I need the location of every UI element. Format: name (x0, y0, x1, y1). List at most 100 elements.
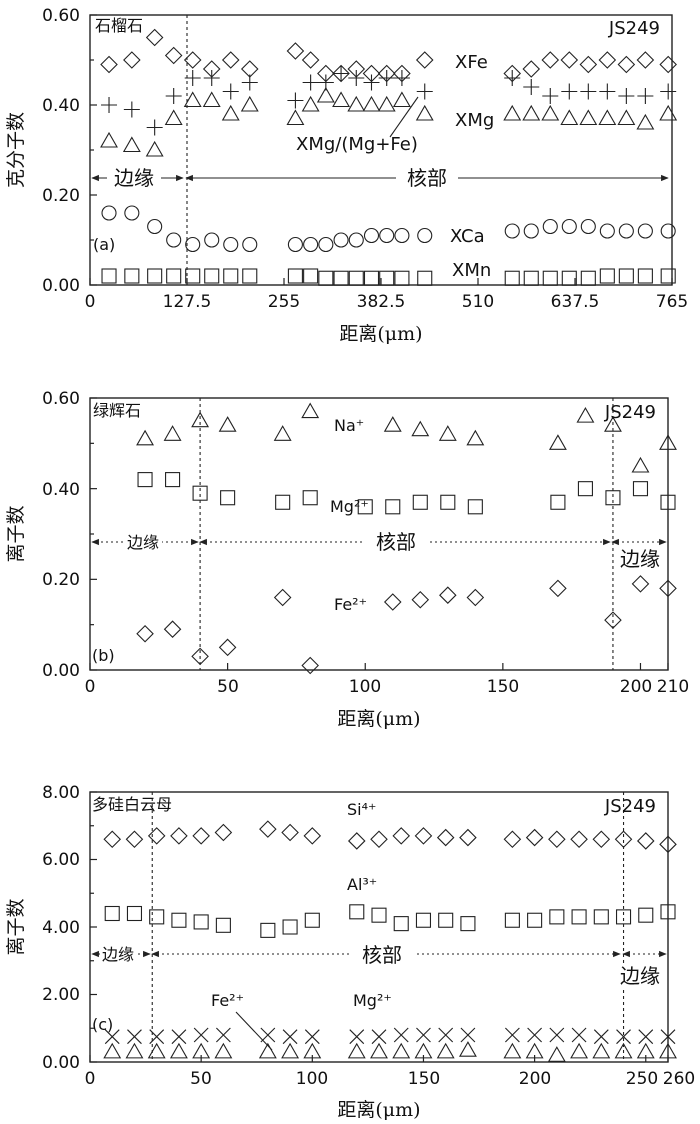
panel-c-zone-label-bg (100, 944, 136, 964)
panel-c-point-cross (215, 1027, 231, 1043)
panel-c-point-square (438, 912, 454, 928)
panel-a-callout-line (389, 96, 419, 138)
panel-a-point-circle (333, 232, 349, 248)
panel-b-y-tick-label: 0.40 (42, 480, 80, 500)
panel-b-point-triangle (191, 411, 210, 428)
panel-a-point-diamond (415, 51, 434, 69)
panel-a-series-label-xmg-ratio: XMg/(Mg+Fe) (296, 134, 418, 155)
panel-a-point-triangle (560, 109, 579, 126)
panel-a-point-square (394, 270, 410, 286)
panel-c-point-square (126, 905, 143, 922)
panel-a-point-circle (303, 236, 319, 253)
panel-a-point-diamond (617, 55, 636, 74)
panel-b-point-triangle (438, 425, 457, 441)
panel-a-point-plus (580, 83, 597, 100)
panel-a-point-plus (165, 88, 182, 104)
panel-b-point-square (440, 494, 456, 510)
panel-a-mineral-label: 石榴石 (95, 16, 143, 35)
panel-a-x-tick-label: 637.5 (551, 292, 600, 312)
panel-b-point-triangle (301, 402, 320, 419)
panel-c-y-tick-label: 2.00 (42, 985, 80, 1005)
panel-c-point-square (415, 912, 432, 928)
panel-c-point-square (171, 912, 187, 928)
panel-b-point-triangle (604, 416, 622, 432)
panel-c-ticks (89, 791, 669, 1063)
panel-c-point-square (504, 912, 520, 928)
panel-a-point-square (204, 268, 220, 284)
panel-a-point-triangle (202, 91, 221, 108)
panel-b-point-square (302, 490, 318, 506)
panel-c-point-diamond (125, 830, 144, 849)
panel-c-marks (103, 820, 677, 1062)
panel-c-point-diamond (170, 827, 188, 845)
panel-c-point-cross (260, 1027, 276, 1043)
panel-a-point-plus (618, 88, 635, 104)
panel-a-point-diamond (164, 46, 183, 65)
panel-b-x-axis-label: 距离(μm) (337, 708, 420, 730)
panel-a-point-plus (146, 119, 163, 136)
panel-c-point-cross (416, 1027, 431, 1043)
panel-c-point-square (549, 909, 565, 925)
panel-c-x-tick-labels: 0 50 100 150 200 250 260 (85, 1069, 696, 1089)
panel-a-point-circle (101, 205, 117, 221)
panel-c-point-cross (282, 1029, 298, 1045)
panel-b-point-diamond (631, 575, 650, 593)
panel-a-point-circle (599, 223, 615, 239)
panel-a-point-plus (523, 79, 540, 95)
panel-a-point-square (580, 270, 596, 286)
panel-c-point-triangle (614, 1042, 633, 1059)
panel-a-point-square (379, 270, 395, 286)
panel-a-point-triangle (598, 109, 617, 126)
panel-c-point-square (193, 914, 209, 930)
panel-a-point-diamond (598, 51, 617, 69)
panel-c-point-square (149, 909, 165, 925)
panel-a-y-axis-label: 克分子数 (5, 112, 27, 188)
panel-c-x-tick-label: 250 (626, 1069, 658, 1089)
panel-c-point-diamond (525, 828, 544, 847)
panel-c-point-diamond (570, 830, 588, 849)
panel-c-point-cross (549, 1027, 565, 1043)
panel-c-mineral-label: 多硅白云母 (92, 795, 172, 814)
panel-c-x-tick-label: 260 (663, 1069, 695, 1089)
panel-a-point-diamond (145, 28, 164, 47)
panel-a-panel-label: (a) (93, 235, 115, 254)
panel-a-x-tick-label: 510 (462, 292, 494, 312)
panel-b-point-diamond (383, 593, 402, 611)
panel-c-point-cross (527, 1027, 543, 1043)
panel-b-ticks (89, 397, 669, 671)
panel-a-point-circle (542, 218, 558, 235)
panel-a-point-circle (223, 236, 239, 253)
panel-a-point-square (417, 270, 433, 286)
panel-a-y-tick-label: 0.40 (42, 96, 80, 116)
panel-b-point-triangle (136, 429, 154, 446)
panel-a-point-square (542, 270, 558, 286)
panel-a-y-tick-label: 0.00 (42, 276, 80, 296)
panel-c-point-triangle (370, 1042, 388, 1059)
panel-c-point-cross (149, 1029, 165, 1045)
panel-a-point-plus (287, 92, 304, 109)
panel-a-series-label-xfe: XFe (455, 52, 488, 73)
panel-a-point-triangle (164, 109, 183, 126)
panel-b-point-diamond (136, 624, 154, 643)
panel-b-sample-label: JS249 (604, 402, 656, 423)
panel-c-point-cross (171, 1029, 187, 1045)
panel-b-x-tick-label: 0 (85, 677, 96, 697)
panel-b-point-diamond (659, 579, 677, 598)
panel-b-point-square (357, 499, 373, 515)
panel-b-zone-label-core: 核部 (376, 530, 416, 554)
panel-c-y-tick-label: 0.00 (42, 1053, 80, 1073)
panel-b-point-diamond (411, 590, 430, 609)
panel-c-point-triangle (125, 1042, 144, 1059)
panel-a-point-diamond (123, 51, 141, 69)
panel-c-point-diamond (103, 830, 122, 849)
panel-a-point-square (185, 268, 201, 284)
panel-a-point-circle (660, 223, 676, 239)
panel-b-zone-label-bg (614, 548, 666, 572)
panel-a-point-square (101, 268, 117, 284)
panel-a-point-triangle (659, 104, 678, 121)
panel-a-x-tick-label: 0 (85, 292, 96, 312)
panel-c-point-cross (193, 1027, 209, 1043)
panel-a-point-circle (348, 232, 364, 248)
panel-c-zone-label-rim-left: 边缘 (102, 945, 134, 964)
panel-c-point-triangle (458, 1041, 477, 1057)
